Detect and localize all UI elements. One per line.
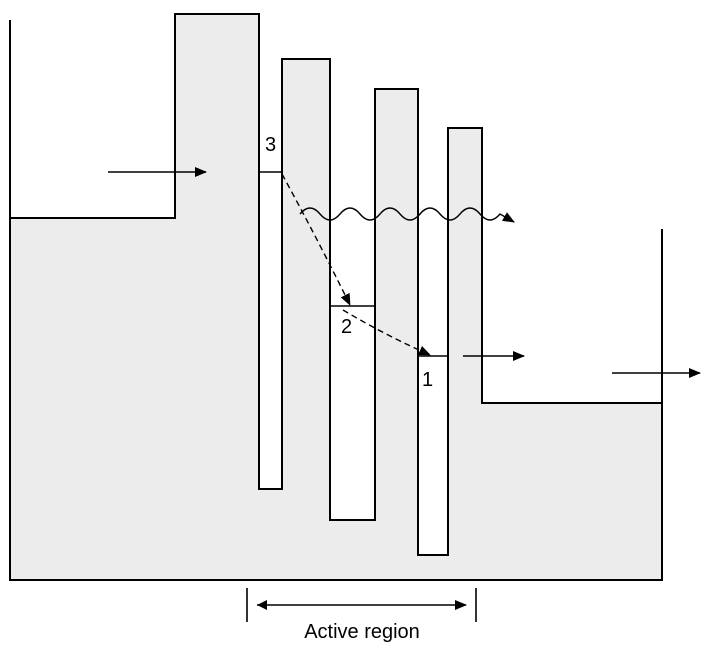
- state-label-1: 1: [422, 369, 433, 391]
- state-label-3: 3: [265, 134, 276, 156]
- transition-3-to-2: [281, 173, 351, 306]
- state-label-2: 2: [341, 316, 352, 338]
- photon-emission-wave: [299, 207, 515, 223]
- active-region-label: Active region: [304, 621, 420, 643]
- conduction-band-profile: [9, 13, 663, 581]
